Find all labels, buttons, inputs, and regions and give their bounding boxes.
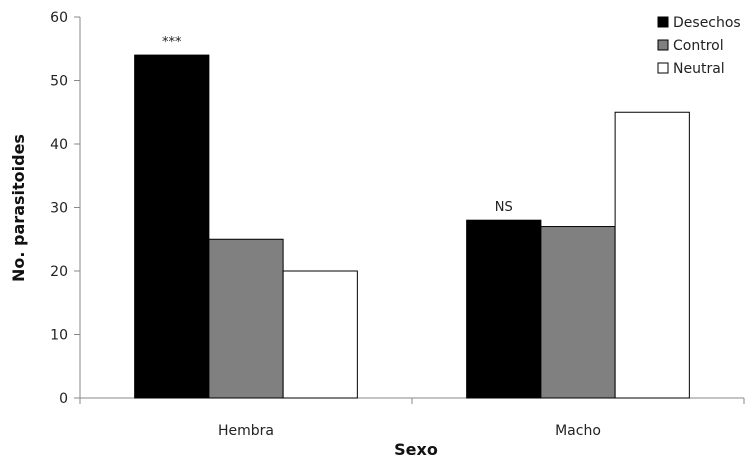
y-tick-label: 20 (50, 264, 68, 280)
bar-neutral-macho (614, 111, 690, 399)
x-axis: Hembra Macho (79, 397, 745, 439)
significance-label: NS (495, 200, 513, 215)
bar-neutral-hembra (282, 270, 358, 399)
legend-label-desechos: Desechos (673, 15, 741, 31)
legend-swatch-desechos (657, 16, 669, 28)
y-axis: 0 10 20 30 40 50 60 (50, 10, 81, 407)
legend-swatch-neutral (657, 62, 669, 74)
y-axis-title: No. parasitoides (9, 134, 28, 282)
y-tick-label: 50 (50, 74, 68, 90)
legend-label-neutral: Neutral (673, 61, 725, 77)
annotations: *** NS (162, 35, 513, 215)
bar-desechos-hembra (134, 54, 210, 399)
y-tick-label: 40 (50, 137, 68, 153)
bar-desechos-macho (466, 219, 542, 399)
bar-control-hembra (208, 238, 284, 399)
legend-label-control: Control (673, 38, 724, 54)
x-tick-label: Hembra (218, 423, 274, 439)
bars (134, 54, 690, 399)
y-tick-label: 30 (50, 201, 68, 217)
y-tick-label: 60 (50, 10, 68, 26)
x-tick-label: Macho (555, 423, 601, 439)
y-tick-label: 10 (50, 328, 68, 344)
significance-label: *** (162, 35, 182, 50)
legend-swatch-control (657, 39, 669, 51)
y-tick-label: 0 (59, 391, 68, 407)
legend: Desechos Control Neutral (657, 15, 741, 77)
x-axis-title: Sexo (394, 440, 438, 459)
bar-control-macho (540, 226, 616, 399)
